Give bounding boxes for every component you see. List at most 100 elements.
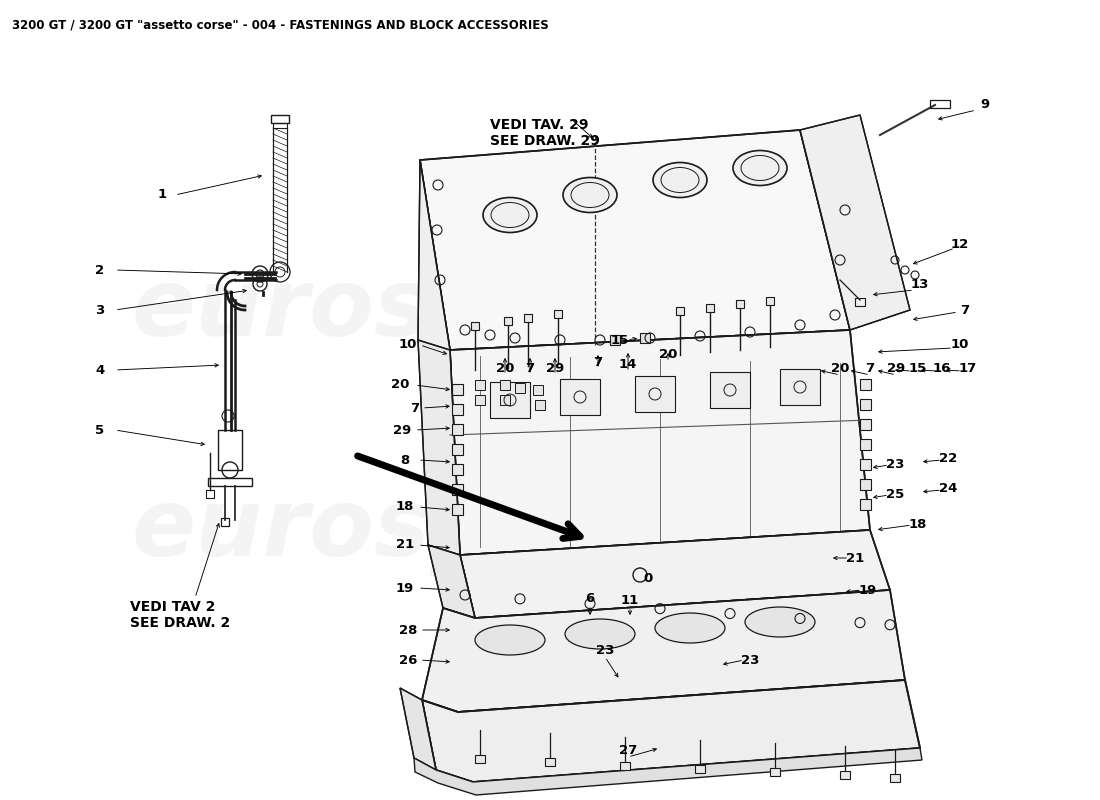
Bar bbox=[452, 424, 463, 435]
Bar bbox=[515, 383, 525, 393]
Ellipse shape bbox=[563, 178, 617, 213]
Bar bbox=[840, 771, 850, 779]
Polygon shape bbox=[422, 590, 905, 712]
Bar bbox=[504, 317, 512, 325]
Text: 29: 29 bbox=[393, 423, 411, 437]
Bar bbox=[218, 430, 242, 470]
Bar bbox=[544, 758, 556, 766]
Text: 3: 3 bbox=[96, 303, 104, 317]
Bar bbox=[273, 123, 287, 128]
Polygon shape bbox=[800, 115, 910, 330]
Bar bbox=[676, 307, 684, 315]
Text: 27: 27 bbox=[619, 743, 637, 757]
Polygon shape bbox=[414, 748, 922, 795]
Bar bbox=[500, 395, 510, 405]
Bar bbox=[271, 115, 289, 123]
Ellipse shape bbox=[475, 625, 544, 655]
Bar bbox=[452, 444, 463, 455]
Ellipse shape bbox=[565, 619, 635, 649]
Text: 7: 7 bbox=[410, 402, 419, 414]
Text: 22: 22 bbox=[939, 451, 957, 465]
Text: 26: 26 bbox=[399, 654, 417, 666]
Bar bbox=[471, 322, 478, 330]
Text: eurospares: eurospares bbox=[131, 484, 728, 576]
Text: 7: 7 bbox=[866, 362, 874, 374]
Bar bbox=[706, 304, 714, 312]
Bar bbox=[452, 384, 463, 395]
Bar bbox=[736, 300, 744, 308]
Bar bbox=[620, 762, 630, 770]
Ellipse shape bbox=[483, 198, 537, 233]
Bar bbox=[560, 379, 600, 415]
Bar bbox=[475, 755, 485, 763]
Bar bbox=[475, 395, 485, 405]
Bar bbox=[206, 490, 214, 498]
Polygon shape bbox=[400, 688, 436, 770]
Text: 20: 20 bbox=[390, 378, 409, 391]
Text: 18: 18 bbox=[909, 518, 927, 531]
Bar bbox=[452, 464, 463, 475]
Text: 8: 8 bbox=[400, 454, 409, 466]
Bar bbox=[640, 333, 650, 343]
Text: 29: 29 bbox=[887, 362, 905, 374]
Text: 7: 7 bbox=[960, 303, 969, 317]
Bar bbox=[766, 297, 774, 305]
Text: 15: 15 bbox=[909, 362, 927, 374]
Polygon shape bbox=[420, 130, 850, 350]
Bar bbox=[524, 314, 532, 322]
Text: 21: 21 bbox=[846, 551, 865, 565]
Ellipse shape bbox=[745, 607, 815, 637]
Text: 23: 23 bbox=[740, 654, 759, 666]
Text: 21: 21 bbox=[396, 538, 414, 551]
Ellipse shape bbox=[654, 613, 725, 643]
Bar bbox=[535, 400, 544, 410]
Bar bbox=[221, 518, 229, 526]
Bar bbox=[860, 459, 871, 470]
Text: 19: 19 bbox=[859, 583, 877, 597]
Text: 17: 17 bbox=[959, 362, 977, 374]
Bar bbox=[452, 504, 463, 515]
Text: 24: 24 bbox=[938, 482, 957, 494]
Bar bbox=[554, 310, 562, 318]
Text: 7: 7 bbox=[593, 355, 603, 369]
Polygon shape bbox=[422, 680, 920, 782]
Bar bbox=[475, 380, 485, 390]
Text: 0: 0 bbox=[644, 571, 652, 585]
Text: 10: 10 bbox=[399, 338, 417, 351]
Text: 9: 9 bbox=[980, 98, 990, 111]
Text: 16: 16 bbox=[933, 362, 952, 374]
Bar bbox=[860, 379, 871, 390]
Polygon shape bbox=[428, 545, 475, 618]
Bar bbox=[780, 369, 820, 405]
Bar bbox=[860, 439, 871, 450]
Text: 20: 20 bbox=[830, 362, 849, 374]
Polygon shape bbox=[450, 330, 870, 555]
Bar bbox=[890, 774, 900, 782]
Text: 10: 10 bbox=[950, 338, 969, 351]
Text: 4: 4 bbox=[96, 363, 104, 377]
Ellipse shape bbox=[733, 150, 786, 186]
Bar bbox=[452, 404, 463, 415]
Bar bbox=[534, 385, 543, 395]
Text: 1: 1 bbox=[157, 189, 166, 202]
Bar bbox=[610, 335, 620, 345]
Text: eurospares: eurospares bbox=[131, 264, 728, 356]
Text: 20: 20 bbox=[496, 362, 514, 374]
Text: 11: 11 bbox=[620, 594, 639, 606]
Polygon shape bbox=[460, 530, 890, 618]
Text: 18: 18 bbox=[396, 501, 415, 514]
Text: 2: 2 bbox=[96, 263, 104, 277]
Bar bbox=[770, 768, 780, 776]
Bar bbox=[695, 765, 705, 773]
Bar bbox=[930, 100, 950, 108]
Text: VEDI TAV. 29
SEE DRAW. 29: VEDI TAV. 29 SEE DRAW. 29 bbox=[490, 118, 600, 148]
Bar bbox=[208, 478, 252, 486]
Bar bbox=[635, 376, 675, 412]
Bar bbox=[860, 419, 871, 430]
Text: 14: 14 bbox=[619, 358, 637, 371]
Bar bbox=[860, 479, 871, 490]
Text: 5: 5 bbox=[96, 423, 104, 437]
Polygon shape bbox=[418, 340, 460, 555]
Ellipse shape bbox=[653, 162, 707, 198]
Bar bbox=[452, 484, 463, 495]
